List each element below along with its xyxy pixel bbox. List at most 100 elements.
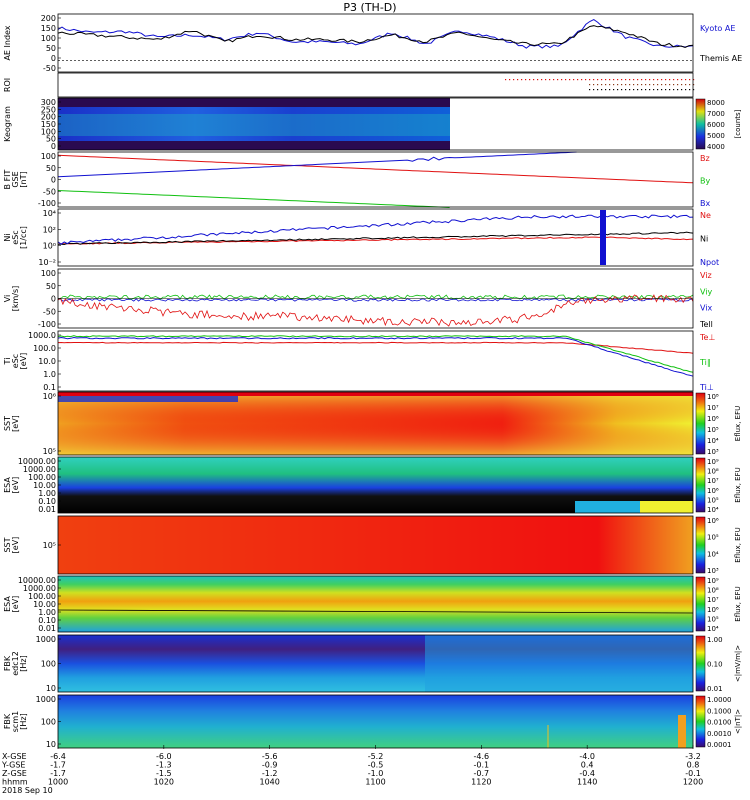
x-tick-label: -1.5 bbox=[156, 769, 172, 778]
roi-mark bbox=[621, 79, 623, 81]
roi-mark bbox=[645, 84, 647, 86]
roi-mark bbox=[629, 89, 631, 91]
colorbar-tick-label: 10⁶ bbox=[707, 517, 719, 525]
roi-mark bbox=[609, 84, 611, 86]
y-tick-label: -100 bbox=[38, 199, 56, 208]
panel-frame bbox=[57, 13, 694, 73]
roi-mark bbox=[513, 79, 515, 81]
colorbar-tick-label: 10⁵ bbox=[707, 496, 719, 504]
colorbar-tick-label: 0.0010 bbox=[707, 730, 732, 738]
colorbar-tick-label: 10³ bbox=[707, 448, 719, 456]
roi-mark bbox=[613, 89, 615, 91]
roi-mark bbox=[665, 79, 667, 81]
legend-npot: Npot bbox=[700, 258, 719, 267]
sst-i-spectrogram bbox=[58, 516, 693, 574]
colorbar bbox=[695, 98, 706, 150]
x-tick-label: -3.2 bbox=[685, 752, 701, 761]
y-tick-label: 0 bbox=[51, 142, 56, 151]
roi-mark bbox=[661, 89, 663, 91]
y-axis-title: [1/cc] bbox=[19, 226, 28, 249]
series-ni bbox=[58, 231, 694, 246]
colorbar-tick-label: 1.00 bbox=[707, 636, 723, 644]
roi-mark bbox=[573, 79, 575, 81]
sst-e-topband bbox=[58, 392, 693, 396]
colorbar-tick-label: 4000 bbox=[707, 143, 725, 151]
roi-mark bbox=[569, 79, 571, 81]
y-tick-label: 10.00 bbox=[33, 481, 56, 490]
y-tick-label: 50 bbox=[46, 44, 56, 53]
roi-mark bbox=[681, 79, 683, 81]
roi-mark bbox=[681, 89, 683, 91]
roi-mark bbox=[641, 84, 643, 86]
y-tick-label: 10⁻² bbox=[38, 258, 56, 267]
roi-mark bbox=[665, 89, 667, 91]
panel-frame bbox=[57, 391, 694, 456]
legend-ti-: Ti∥ bbox=[699, 358, 711, 367]
roi-mark bbox=[649, 89, 651, 91]
y-axis-title: [Hz] bbox=[19, 655, 28, 671]
y-axis-title: SST bbox=[3, 537, 12, 552]
y-axis-title: eSc bbox=[11, 230, 20, 244]
roi-mark bbox=[657, 84, 659, 86]
roi-mark bbox=[693, 79, 695, 81]
y-tick-label: 1000.00 bbox=[23, 584, 56, 593]
colorbar bbox=[695, 392, 706, 455]
y-tick-label: 1000 bbox=[36, 635, 56, 644]
panel-frame bbox=[57, 72, 694, 98]
y-axis-title: ROI bbox=[3, 78, 12, 92]
roi-mark bbox=[553, 79, 555, 81]
x-tick-label: -4.6 bbox=[474, 752, 490, 761]
roi-mark bbox=[601, 89, 603, 91]
y-tick-label: 50 bbox=[46, 164, 56, 173]
roi-mark bbox=[617, 84, 619, 86]
roi-mark bbox=[617, 89, 619, 91]
y-axis-title: ESA bbox=[3, 596, 12, 612]
legend-ni: Ni bbox=[700, 235, 708, 244]
panel-fbk_e: 1000 100 10 FBK scm1 [Hz] 1.0000 0.1000 0.0100 0.… bbox=[3, 694, 742, 749]
colorbar-tick-label: 0.01 bbox=[707, 685, 723, 693]
panel-fbk_b: 1000 100 10 FBK edc12 [Hz] 1.00 0.10 0.01 <|mV/m|… bbox=[3, 634, 742, 693]
roi-mark bbox=[669, 89, 671, 91]
panel-temp: 1000.0 100.0 10.0 1.0 0.1 Ti eSc [eV] Te⊥ Ti∥ Ti⊥ bbox=[3, 330, 715, 392]
series-ti-par bbox=[57, 335, 694, 373]
y-tick-label: 50 bbox=[46, 135, 56, 144]
legend-ti-: Ti⊥ bbox=[699, 383, 714, 392]
y-axis-title: [eV] bbox=[11, 415, 20, 432]
roi-mark bbox=[557, 79, 559, 81]
x-tick-label: 1000 bbox=[48, 778, 68, 787]
roi-mark bbox=[549, 79, 551, 81]
y-tick-label: 100 bbox=[41, 127, 56, 136]
keogram-band-mid bbox=[58, 114, 450, 136]
roi-mark bbox=[517, 79, 519, 81]
colorbar-tick-label: 7000 bbox=[707, 110, 725, 118]
roi-mark bbox=[633, 89, 635, 91]
roi-mark bbox=[685, 79, 687, 81]
legend-bz: Bz bbox=[700, 154, 710, 163]
colorbar-tick-label: 0.0001 bbox=[707, 741, 732, 749]
roi-mark bbox=[637, 84, 639, 86]
series-viz bbox=[57, 294, 694, 327]
legend-by: By bbox=[700, 177, 710, 186]
legend-bx: Bx bbox=[700, 199, 710, 208]
y-tick-label: 150 bbox=[41, 120, 56, 129]
colorbar-tick-label: 0.10 bbox=[707, 661, 723, 669]
panel-sst_e: 10⁶ 10⁵ SST [eV] 10⁸ 10⁷ 10⁶ 10⁵ 10⁴ 10³ Eflux, EF… bbox=[3, 391, 742, 456]
x-tick-label: -4.0 bbox=[579, 752, 595, 761]
roi-mark bbox=[597, 89, 599, 91]
roi-mark bbox=[537, 79, 539, 81]
series-ti-perp bbox=[57, 336, 694, 377]
roi-mark bbox=[645, 89, 647, 91]
roi-mark bbox=[577, 79, 579, 81]
y-axis-title: [Hz] bbox=[19, 713, 28, 729]
y-axis-title: Ni bbox=[3, 233, 12, 241]
fbk-e-spectrogram bbox=[58, 695, 693, 748]
colorbar-tick-label: 10⁷ bbox=[707, 477, 719, 485]
roi-mark bbox=[633, 79, 635, 81]
colorbar-tick-label: 10⁷ bbox=[707, 404, 719, 412]
roi-mark bbox=[629, 79, 631, 81]
x-tick-label: -1.0 bbox=[368, 769, 384, 778]
colorbar-tick-label: 10⁶ bbox=[707, 487, 719, 495]
